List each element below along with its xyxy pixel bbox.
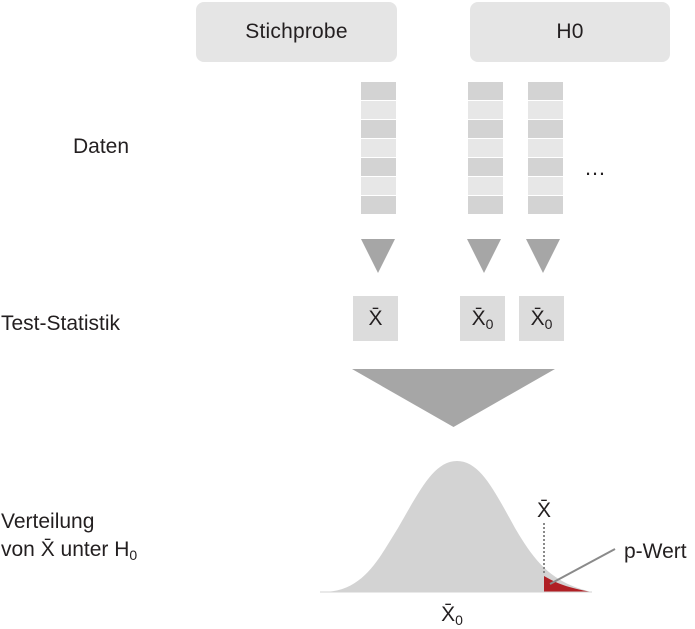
distribution-center-label: X̄0 xyxy=(441,603,463,628)
normal-distribution-curve xyxy=(322,461,592,592)
p-value-label: p-Wert xyxy=(624,540,687,563)
p-value-pointer-line xyxy=(550,549,615,584)
distribution-center-label-base: X̄ xyxy=(441,603,455,626)
distribution-center-label-subscript: 0 xyxy=(455,612,463,628)
observed-statistic-label: X̄ xyxy=(537,499,551,522)
